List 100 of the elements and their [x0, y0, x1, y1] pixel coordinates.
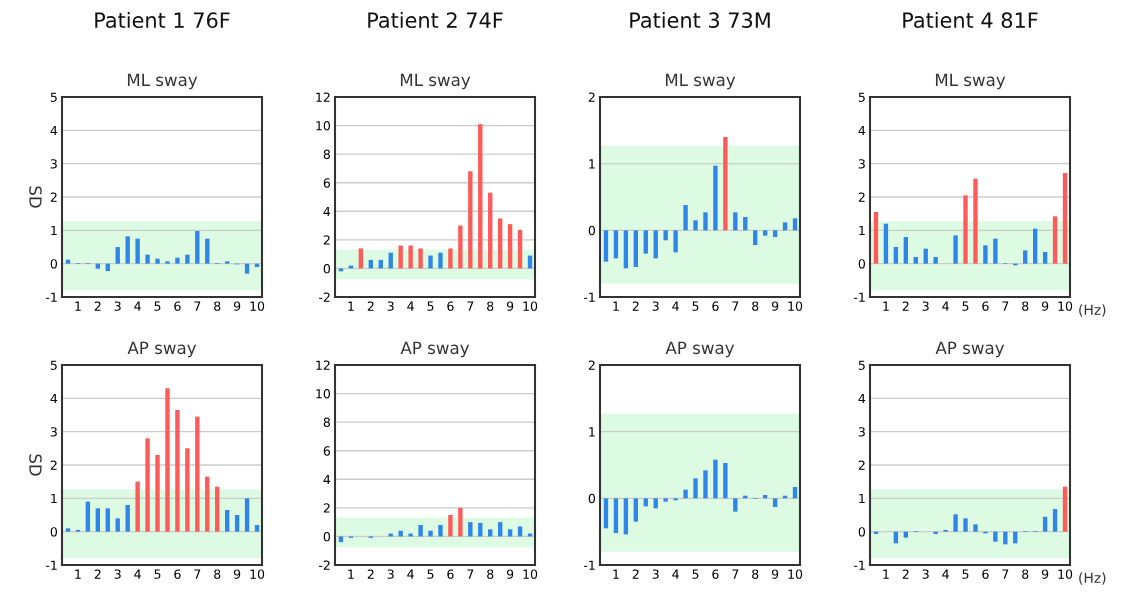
y-tick-label: 4 [858, 125, 866, 136]
bar [438, 525, 443, 537]
bar [913, 257, 918, 264]
x-tick-label: 5 [692, 301, 699, 311]
bar [762, 230, 768, 236]
bar [418, 248, 423, 269]
y-tick-label: 2 [50, 192, 57, 202]
chart-title: AP sway [127, 341, 197, 358]
bar [963, 518, 968, 532]
bar [703, 212, 708, 231]
x-tick-label: 8 [214, 301, 221, 311]
bar [135, 238, 140, 264]
y-tick-label: 6 [323, 446, 331, 456]
bar [125, 505, 130, 532]
x-tick-label: 2 [367, 301, 374, 311]
bar [673, 498, 678, 501]
y-tick-label: 4 [323, 206, 331, 217]
bar [623, 498, 629, 535]
x-tick-label: 5 [692, 569, 699, 579]
x-tick-label: 10 [250, 301, 265, 311]
x-tick-label: 6 [712, 569, 719, 579]
bar [903, 531, 909, 538]
chart-subtitle: ML sway [665, 73, 736, 90]
x-tick-label: 9 [771, 569, 779, 579]
x-tick-label: 7 [467, 569, 474, 579]
x-tick-label: 4 [134, 569, 141, 579]
y-tick-label: 0 [50, 259, 57, 269]
x-tick-label: 5 [427, 301, 434, 311]
y-tick-label: 2 [858, 460, 865, 470]
chart-subtitle: ML sway [935, 73, 1006, 90]
bar [1042, 516, 1048, 532]
bar [145, 438, 150, 532]
x-tick-label: 3 [114, 301, 121, 311]
bar [1003, 531, 1008, 545]
bar [95, 263, 101, 269]
bar [653, 498, 658, 509]
bar [792, 218, 798, 231]
bar [683, 489, 688, 499]
y-tick-label: 10 [316, 389, 330, 399]
bar [408, 245, 413, 269]
x-tick-label: 4 [672, 569, 679, 579]
bar [703, 470, 708, 499]
x-tick-label: 6 [447, 301, 454, 311]
y-tick-label: 3 [50, 427, 57, 437]
y-tick-label: 5 [858, 360, 865, 370]
bar [772, 230, 778, 237]
bar [517, 526, 523, 537]
bar [663, 230, 668, 241]
bar [673, 230, 678, 253]
y-tick-label: 2 [858, 192, 865, 202]
y-tick-label: -2 [318, 560, 330, 570]
y-tick-label: 4 [50, 125, 58, 136]
bar [115, 247, 120, 264]
y-tick-label: 4 [323, 474, 331, 485]
x-tick-label: 3 [387, 301, 394, 311]
bar [448, 515, 453, 537]
x-tick-label: 9 [506, 301, 514, 311]
bar [713, 165, 718, 231]
bar [1062, 486, 1068, 532]
x-tick-label: 2 [902, 301, 909, 311]
bar [95, 508, 101, 532]
y-tick-label: 0 [323, 263, 330, 274]
y-tick-label: -1 [583, 560, 595, 570]
y-tick-label: 5 [858, 92, 865, 102]
y-tick-label: 12 [316, 360, 330, 370]
bar [653, 230, 658, 259]
x-tick-label: 2 [902, 569, 909, 579]
y-tick-label: 3 [858, 159, 865, 169]
bar [693, 478, 698, 499]
x-tick-label: 7 [732, 301, 739, 311]
x-tick-label: 8 [487, 301, 494, 311]
bar [468, 171, 473, 269]
bar [398, 245, 403, 269]
y-tick-label: 0 [588, 225, 595, 236]
x-tick-label: 2 [632, 301, 639, 311]
y-tick-label: 2 [50, 460, 57, 470]
bar [1023, 250, 1028, 264]
y-tick-label: -1 [45, 560, 57, 570]
bar [165, 261, 170, 264]
x-tick-label: 6 [174, 301, 181, 311]
y-tick-label: 5 [50, 360, 57, 370]
x-tick-label: 9 [506, 569, 514, 579]
x-tick-label: 6 [712, 301, 719, 311]
bar [65, 528, 71, 532]
x-tick-label: 7 [1002, 569, 1009, 579]
bar [933, 257, 938, 264]
x-tick-label: 4 [134, 301, 141, 311]
x-tick-label: 1 [613, 569, 619, 579]
y-tick-label: 8 [323, 417, 330, 428]
x-tick-label: 1 [75, 569, 81, 579]
bar [224, 510, 230, 532]
bar [1052, 216, 1058, 264]
bar [428, 255, 433, 269]
bar [85, 501, 91, 532]
bar [488, 529, 493, 537]
chart-subtitle: ML sway [400, 73, 471, 90]
bar [603, 230, 609, 262]
bar [953, 235, 958, 264]
bar [1032, 228, 1038, 264]
y-tick-label: 1 [589, 427, 595, 437]
